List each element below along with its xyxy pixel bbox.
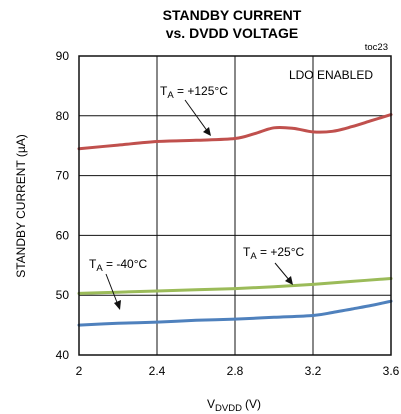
arrow-125c-head	[203, 127, 211, 136]
condition-note: LDO ENABLED	[289, 68, 373, 82]
y-tick-label-2: 60	[56, 228, 70, 242]
plot-frame	[78, 55, 392, 356]
arrow-125c	[184, 99, 209, 133]
y-tick-label-4: 80	[56, 109, 70, 123]
annotation-125c-rest: = +125°C	[174, 84, 229, 98]
x-axis-label-unit: (V)	[245, 397, 261, 411]
annotation-m40c: TA = -40°C	[89, 257, 148, 274]
x-axis-label-main: V	[207, 397, 215, 411]
y-tick-label-0: 40	[56, 348, 70, 362]
annotation-m40c-main: T	[89, 257, 97, 271]
annotation-125c-main: T	[160, 84, 168, 98]
y-tick-label-1: 50	[56, 288, 70, 302]
chart-subtitle: vs. DVDD VOLTAGE	[166, 25, 299, 41]
annotation-125c-sub: A	[167, 90, 174, 101]
annotation-arrows	[105, 99, 293, 310]
annotation-25c-main: T	[243, 245, 251, 259]
y-axis-label: STANDBY CURRENT (µA)	[14, 134, 28, 278]
annotation-m40c-rest: = -40°C	[103, 257, 148, 271]
arrow-m40c-head	[114, 300, 121, 310]
arrow-25c-head	[285, 276, 293, 285]
annotation-125c: TA = +125°C	[160, 84, 228, 101]
arrow-m40c	[105, 273, 119, 306]
x-tick-label-4: 3.6	[383, 364, 400, 378]
x-axis-label-sub: DVDD	[215, 403, 242, 414]
series-line-2	[77, 299, 393, 327]
series-line-0	[77, 113, 393, 151]
y-tick-label-3: 70	[56, 169, 70, 183]
figure-id: toc23	[365, 42, 388, 53]
x-tick-labels: 2 2.4 2.8 3.2 3.6	[76, 364, 400, 378]
arrow-25c	[274, 262, 291, 282]
series-lines	[77, 113, 393, 327]
series-line-1	[77, 277, 393, 295]
x-axis-label: VDVDD (V)	[207, 397, 261, 414]
annotation-m40c-sub: A	[96, 263, 103, 274]
y-tick-label-5: 90	[56, 49, 70, 63]
x-tick-label-1: 2.4	[149, 364, 166, 378]
x-tick-label-3: 3.2	[305, 364, 322, 378]
annotation-25c: TA = +25°C	[243, 245, 305, 262]
annotation-25c-sub: A	[250, 251, 257, 262]
y-tick-labels: 40 50 60 70 80 90	[56, 49, 70, 362]
annotation-25c-rest: = +25°C	[257, 245, 305, 259]
x-tick-label-2: 2.8	[227, 364, 244, 378]
chart-title: STANDBY CURRENT	[163, 7, 302, 23]
x-tick-label-0: 2	[76, 364, 83, 378]
